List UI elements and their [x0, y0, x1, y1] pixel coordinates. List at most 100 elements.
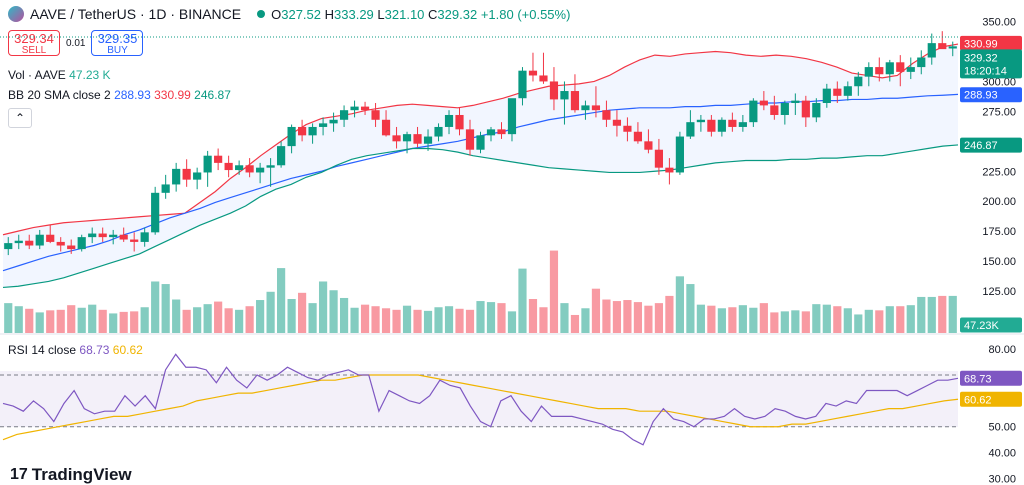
candle-body [14, 240, 23, 244]
volume-bar [172, 299, 181, 333]
candle-body [812, 103, 821, 118]
candle [140, 227, 149, 247]
candle-body [392, 135, 401, 142]
close-price-tag: 329.32 [964, 52, 998, 64]
candle-body [214, 155, 223, 163]
candle-body [791, 100, 800, 104]
volume-bar [444, 306, 454, 333]
candle [791, 93, 800, 115]
tradingview-logo[interactable]: 17 TradingView [10, 465, 132, 485]
candle-body [77, 237, 86, 250]
volume-bar [35, 312, 44, 333]
bb-legend-label: BB 20 SMA close 2 [8, 88, 111, 102]
volume-bar [381, 308, 391, 333]
candle [875, 57, 884, 82]
buy-button[interactable]: 329.35 BUY [91, 30, 144, 56]
volume-bar [560, 303, 569, 333]
candle [109, 229, 118, 245]
volume-bar [25, 308, 34, 333]
volume-bar [119, 311, 128, 333]
volume-bar [633, 302, 643, 333]
volume-bar [843, 308, 852, 333]
candle [455, 107, 464, 136]
volume-bar [98, 309, 107, 333]
volume-bar [46, 310, 55, 333]
volume-bar [298, 292, 307, 333]
rsi-legend[interactable]: RSI 14 close 68.73 60.62 [8, 343, 143, 357]
candle [350, 100, 359, 118]
volume-bar [402, 305, 412, 333]
bb-legend[interactable]: BB 20 SMA close 2 288.93 330.99 246.87 [8, 88, 231, 102]
candle [245, 158, 254, 178]
candle [738, 114, 747, 132]
candle-body [686, 122, 695, 137]
volume-bar [864, 309, 873, 333]
candle [528, 52, 538, 82]
candle-body [140, 232, 149, 242]
tradingview-logo-text: TradingView [31, 465, 132, 484]
candle [214, 148, 223, 171]
candle [675, 131, 684, 175]
symbol-title[interactable]: AAVE / TetherUS · 1D · BINANCE [30, 6, 242, 22]
volume-bar [423, 310, 433, 333]
candle-body [896, 62, 905, 72]
volume-bar [686, 284, 695, 333]
candle [696, 114, 705, 132]
candle-body [25, 240, 34, 246]
candle-body [339, 110, 349, 120]
countdown-tag: 18:20:14 [964, 65, 1007, 77]
volume-bar [329, 290, 338, 333]
candle-body [455, 114, 464, 130]
candle-body [371, 110, 380, 120]
volume-bar [360, 304, 370, 333]
volume-bar [896, 306, 905, 333]
price-tick-label: 150.00 [982, 256, 1016, 268]
symbol-header: AAVE / TetherUS · 1D · BINANCE O327.52 H… [8, 6, 570, 22]
volume-bar [591, 288, 601, 333]
candle-body [644, 141, 653, 150]
close-value: 329.32 [437, 6, 478, 22]
candle-body [780, 103, 789, 115]
volume-legend[interactable]: Vol · AAVE 47.23 K [8, 68, 111, 82]
volume-bar [465, 309, 475, 333]
candle-body [560, 91, 569, 100]
candle-body [381, 119, 391, 136]
candle [423, 129, 433, 151]
price-tick-label: 275.00 [982, 106, 1016, 118]
basis-tag: 288.93 [964, 90, 998, 102]
candle [266, 158, 275, 187]
candle-body [224, 162, 233, 171]
candle-body [948, 46, 957, 49]
close-tag-bg [960, 49, 1022, 79]
candle-body [256, 167, 265, 173]
volume-bar [455, 308, 464, 333]
rsi-ma-value: 60.62 [112, 343, 143, 357]
volume-legend-value: 47.23 K [69, 68, 111, 82]
candle [329, 112, 338, 132]
rsi-tick-label: 40.00 [988, 448, 1016, 460]
candle [235, 160, 244, 175]
candle-body [728, 119, 737, 127]
collapse-legend-button[interactable]: ⌃ [8, 108, 32, 128]
candle-body [329, 119, 338, 124]
sell-button[interactable]: 329.34 SELL [8, 30, 60, 56]
volume-bar [318, 281, 328, 333]
volume-bar [266, 291, 275, 333]
bb-lower-value: 246.87 [194, 88, 231, 102]
candle [465, 119, 475, 156]
candle-body [507, 98, 517, 135]
volume-bar [203, 304, 212, 333]
candle [256, 162, 265, 184]
candle [497, 122, 506, 139]
candle-body [444, 114, 454, 127]
rsi-ma-line [2, 374, 959, 441]
volume-bar [801, 311, 810, 333]
volume-bar [602, 299, 611, 333]
rsi-levels [0, 374, 958, 428]
volume-bar [581, 308, 590, 333]
candle [906, 57, 915, 80]
volume-bar [948, 295, 957, 333]
